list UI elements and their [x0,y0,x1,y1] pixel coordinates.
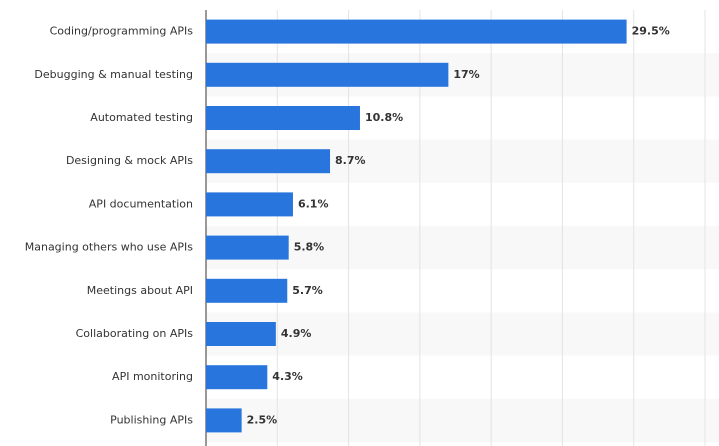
y-tick-label: Automated testing [90,111,193,124]
bar [206,192,293,217]
value-label: 29.5% [632,25,670,38]
value-label: 5.7% [292,284,323,297]
value-label: 10.8% [365,111,403,124]
value-label: 17% [453,68,479,81]
bar [206,106,360,130]
bar [206,408,242,433]
y-tick-label: API monitoring [112,370,193,383]
bar [206,235,289,260]
value-label: 4.9% [281,327,312,340]
row-band [206,398,719,442]
value-label: 2.5% [247,413,278,426]
y-tick-label: Collaborating on APIs [76,327,194,340]
value-label: 6.1% [298,197,329,210]
bar [206,322,276,346]
bar [206,365,268,390]
y-tick-label: API documentation [89,197,193,210]
value-label: 5.8% [294,241,325,254]
y-tick-label: Coding/programming APIs [50,25,194,38]
bar [206,19,627,44]
bar [206,278,288,303]
y-tick-label: Debugging & manual testing [34,68,193,81]
bar [206,149,331,174]
bar [206,62,449,87]
y-tick-label: Meetings about API [87,284,193,297]
y-tick-label: Managing others who use APIs [25,241,194,254]
y-tick-label: Publishing APIs [110,413,193,426]
y-tick-label: Designing & mock APIs [66,154,193,167]
value-label: 8.7% [335,154,366,167]
value-label: 4.3% [272,370,303,383]
